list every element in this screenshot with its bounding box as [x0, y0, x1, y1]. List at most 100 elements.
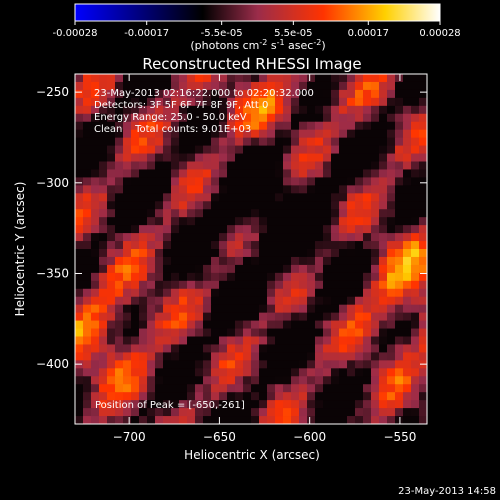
- heatmap-cell: [235, 384, 244, 393]
- heatmap-cell: [107, 241, 116, 250]
- heatmap-cell: [267, 89, 276, 99]
- heatmap-cell: [403, 89, 412, 99]
- heatmap-cell: [147, 137, 156, 146]
- heatmap-cell: [347, 344, 356, 353]
- heatmap-cell: [331, 384, 340, 393]
- heatmap-cell: [339, 89, 348, 99]
- heatmap-cell: [235, 296, 244, 306]
- heatmap-cell: [131, 129, 140, 139]
- heatmap-cell: [251, 233, 260, 242]
- heatmap-cell: [147, 193, 156, 202]
- heatmap-cell: [331, 368, 340, 377]
- heatmap-cell: [187, 416, 196, 424]
- heatmap-cell: [243, 296, 252, 306]
- heatmap-cell: [147, 328, 156, 337]
- heatmap-cell: [371, 217, 380, 226]
- heatmap-cell: [403, 288, 412, 298]
- heatmap-cell: [387, 185, 396, 194]
- heatmap-cell: [323, 217, 332, 226]
- heatmap-cell: [179, 113, 188, 123]
- x-tick-label: −600: [293, 430, 326, 444]
- heatmap-cell: [203, 241, 212, 250]
- heatmap-cell: [291, 256, 300, 266]
- heatmap-cell: [243, 344, 252, 353]
- heatmap-cell: [243, 74, 252, 83]
- heatmap-cell: [243, 336, 252, 345]
- heatmap-cell: [235, 193, 244, 202]
- heatmap-cell: [147, 296, 156, 306]
- heatmap-cell: [115, 280, 124, 290]
- heatmap-cell: [75, 74, 84, 83]
- heatmap-cell: [235, 233, 244, 242]
- heatmap-cell: [267, 368, 276, 377]
- heatmap-cell: [195, 408, 204, 417]
- heatmap-cell: [411, 328, 420, 337]
- heatmap-cell: [179, 249, 188, 258]
- heatmap-cell: [267, 137, 276, 146]
- heatmap-cell: [355, 145, 364, 154]
- heatmap-cell: [419, 264, 427, 274]
- heatmap-cell: [179, 408, 188, 417]
- heatmap-cell: [259, 256, 268, 266]
- heatmap-cell: [155, 392, 164, 401]
- heatmap-cell: [99, 384, 108, 393]
- heatmap-cell: [403, 145, 412, 154]
- heatmap-cell: [251, 304, 260, 314]
- heatmap-cell: [187, 74, 196, 83]
- heatmap-cell: [131, 249, 140, 258]
- heatmap-cell: [227, 193, 236, 202]
- heatmap-cell: [147, 225, 156, 234]
- heatmap-cell: [99, 97, 108, 107]
- heatmap-cell: [291, 400, 300, 409]
- heatmap-cell: [147, 81, 156, 91]
- heatmap-cell: [203, 320, 212, 329]
- heatmap-cell: [163, 153, 172, 162]
- heatmap-cell: [379, 304, 388, 314]
- heatmap-cell: [267, 352, 276, 361]
- heatmap-cell: [251, 145, 260, 154]
- heatmap-cell: [283, 89, 292, 99]
- heatmap-cell: [259, 97, 268, 107]
- heatmap-cell: [163, 209, 172, 218]
- heatmap-cell: [283, 129, 292, 139]
- heatmap-cell: [115, 352, 124, 361]
- heatmap-cell: [419, 241, 427, 250]
- heatmap-cell: [115, 153, 124, 162]
- heatmap-cell: [115, 344, 124, 353]
- heatmap-cell: [163, 249, 172, 258]
- heatmap-cell: [83, 336, 92, 345]
- heatmap-cell: [315, 304, 324, 314]
- heatmap-cell: [91, 408, 100, 417]
- heatmap-cell: [315, 384, 324, 393]
- heatmap-cell: [259, 400, 268, 409]
- colorbar-tick-label: 5.5e-05: [274, 28, 312, 39]
- heatmap-cell: [227, 241, 236, 250]
- heatmap-cell: [267, 177, 276, 186]
- heatmap-cell: [195, 241, 204, 250]
- heatmap-cell: [187, 193, 196, 202]
- heatmap-cell: [203, 185, 212, 194]
- heatmap-cell: [179, 193, 188, 202]
- heatmap-cell: [211, 249, 220, 258]
- heatmap-cell: [171, 177, 180, 186]
- heatmap-cell: [227, 336, 236, 345]
- heatmap-cell: [355, 217, 364, 226]
- heatmap-cell: [251, 272, 260, 282]
- heatmap-cell: [363, 280, 372, 290]
- heatmap-cell: [403, 256, 412, 266]
- heatmap-cell: [131, 97, 140, 107]
- heatmap-cell: [219, 400, 228, 409]
- heatmap-cell: [227, 304, 236, 314]
- heatmap-cell: [155, 233, 164, 242]
- heatmap-cell: [115, 129, 124, 139]
- heatmap-cell: [163, 121, 172, 131]
- heatmap-cell: [283, 256, 292, 266]
- heatmap-cell: [83, 288, 92, 298]
- heatmap-cell: [315, 360, 324, 369]
- heatmap-cell: [195, 328, 204, 337]
- heatmap-cell: [331, 336, 340, 345]
- heatmap-cell: [115, 145, 124, 154]
- heatmap-cell: [187, 177, 196, 186]
- heatmap-cell: [171, 256, 180, 266]
- heatmap-cell: [75, 161, 84, 170]
